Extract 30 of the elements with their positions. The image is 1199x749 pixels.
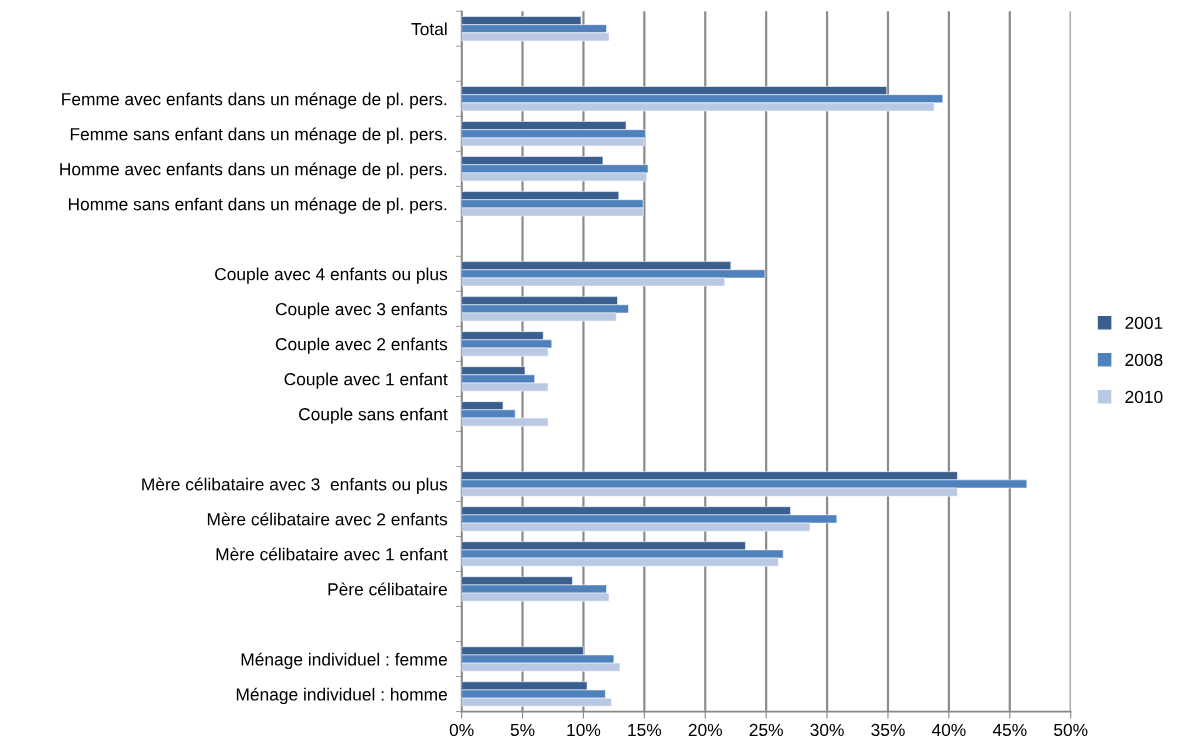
y-tick-label: Femme avec enfants dans un ménage de pl. pers. <box>62 92 447 109</box>
y-tick-label: Couple avec 1 enfant <box>284 372 448 389</box>
x-tick-label: 10% <box>567 723 601 737</box>
x-tick-label: 30% <box>810 723 844 737</box>
x-tick-label: 15% <box>628 723 662 737</box>
x-tick-label: 0% <box>449 723 474 737</box>
y-tick-label: Mère célibataire avec 2 enfants <box>207 512 448 526</box>
y-tick-label: Ménage individuel : homme <box>236 687 447 705</box>
x-tick-label: 5% <box>510 723 535 737</box>
x-tick-label: 35% <box>871 723 905 737</box>
y-tick-label: Total <box>411 22 447 36</box>
x-tick-label: 25% <box>749 723 783 737</box>
legend-label: 2008 <box>1125 353 1163 367</box>
y-tick-label: Couple sans enfant <box>299 407 448 424</box>
y-tick-label: Père célibataire <box>328 582 447 596</box>
y-tick-label: Femme sans enfant dans un ménage de pl. pers. <box>70 127 447 144</box>
y-tick-label: Mère célibataire avec 1 enfant <box>216 547 448 561</box>
legend-label: 2001 <box>1125 316 1163 330</box>
y-tick-label: Couple avec 2 enfants <box>275 337 448 354</box>
y-tick-label: Mère célibataire avec 3 enfants ou plus <box>142 477 448 494</box>
x-tick-label: 20% <box>688 723 723 737</box>
legend-label: 2010 <box>1125 390 1163 404</box>
x-tick-label: 40% <box>931 723 966 737</box>
y-tick-label: Homme avec enfants dans un ménage de pl. pers. <box>60 162 447 179</box>
y-tick-label: Homme sans enfant dans un ménage de pl. pers. <box>68 197 447 214</box>
y-tick-label: Ménage individuel : femme <box>241 652 447 670</box>
y-tick-label: Couple avec 4 enfants ou plus <box>215 267 448 284</box>
y-tick-label: Couple avec 3 enfants <box>275 302 448 319</box>
x-tick-label: 45% <box>992 723 1027 737</box>
x-tick-label: 50% <box>1054 723 1088 737</box>
